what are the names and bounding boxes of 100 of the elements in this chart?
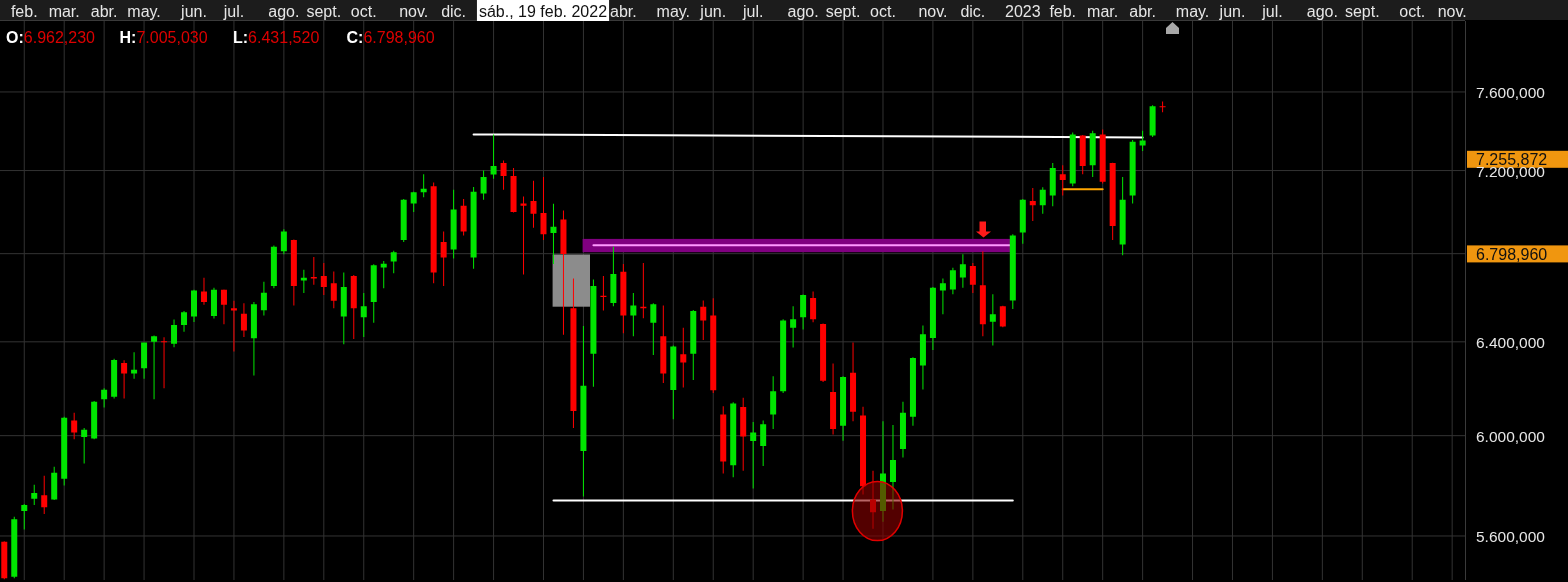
x-tick-label: jun. <box>180 2 207 20</box>
candlestick <box>1049 163 1056 207</box>
x-tick-label: abr. <box>610 2 637 20</box>
candlestick <box>680 327 687 388</box>
candlestick <box>1119 177 1126 256</box>
candlestick <box>720 406 727 474</box>
candlestick <box>1039 187 1046 214</box>
x-tick-label: sept. <box>306 2 342 20</box>
candlestick <box>400 199 407 242</box>
candlestick <box>570 278 577 428</box>
candlestick <box>660 305 667 384</box>
annotation: H:7.005,030 <box>119 28 208 46</box>
candlestick <box>550 203 557 264</box>
candlestick <box>390 250 397 274</box>
x-tick-label: ago. <box>1306 2 1338 20</box>
x-tick-label: jul. <box>741 2 764 20</box>
x-tick-label: 2023 <box>1004 2 1041 20</box>
candlestick <box>51 466 58 501</box>
text: 6.798,960 <box>1476 245 1548 263</box>
candlestick <box>310 256 317 285</box>
candlestick <box>640 263 647 319</box>
candlestick <box>420 174 427 198</box>
candlestick <box>909 357 916 426</box>
candlestick <box>770 376 777 429</box>
candlestick <box>280 229 287 255</box>
candlestick <box>470 187 477 269</box>
x-tick-label: abr. <box>90 2 118 20</box>
candlestick <box>520 196 527 275</box>
x-tick-label: oct. <box>1399 2 1426 20</box>
candlestick <box>999 305 1006 328</box>
candlestick <box>1149 105 1156 138</box>
candlestick <box>860 406 867 495</box>
candlestick <box>260 281 267 316</box>
candlestick <box>949 267 956 295</box>
candlestick <box>790 306 797 348</box>
candlestick <box>131 352 138 379</box>
x-tick-label: may. <box>1175 2 1210 20</box>
candlestick <box>350 274 357 340</box>
candlestick <box>650 303 657 356</box>
candlestick <box>250 301 257 376</box>
candlestick <box>730 402 737 478</box>
candlestick <box>979 251 986 337</box>
candlestick <box>1129 139 1136 204</box>
candlestick <box>1 541 8 580</box>
candlestick <box>230 300 237 352</box>
candlestick <box>580 326 587 497</box>
candlestick <box>630 293 637 337</box>
candlestick <box>710 298 717 393</box>
candlestick <box>290 239 297 306</box>
candlestick <box>41 475 48 515</box>
x-tick-label: may. <box>127 2 161 20</box>
candlestick <box>810 291 817 323</box>
x-tick-label: nov. <box>918 2 948 20</box>
x-tick-label: sept. <box>1344 2 1380 20</box>
candlestick <box>191 289 197 322</box>
annotation: O:6.962,230 <box>6 28 96 46</box>
candlestick <box>360 293 367 338</box>
candlestick <box>870 470 877 529</box>
candlestick <box>500 160 507 190</box>
candlestick <box>1089 130 1096 178</box>
candlestick <box>939 278 946 315</box>
candlestick <box>969 263 976 294</box>
candlestick <box>300 269 307 294</box>
candlestick <box>450 189 457 259</box>
candlestick <box>61 416 68 486</box>
candlestick <box>410 191 417 212</box>
candlestick <box>340 272 347 345</box>
candlestick <box>480 170 487 200</box>
x-tick-label: jul. <box>1261 2 1283 20</box>
y-tick-label: 7.600,000 <box>1476 83 1546 101</box>
candlestick <box>240 303 247 338</box>
candlestick <box>1079 135 1086 175</box>
candlestick <box>380 260 387 289</box>
candlestick <box>1059 165 1066 196</box>
candlestick <box>690 309 697 381</box>
candlestick <box>320 263 327 296</box>
x-tick-label: sept. <box>825 2 861 20</box>
candlestick <box>11 516 18 579</box>
candlestick <box>121 360 128 399</box>
candlestick <box>840 376 847 441</box>
x-tick-label: dic. <box>441 2 467 20</box>
candlestick <box>899 401 906 458</box>
x-tick-label: oct. <box>870 2 896 20</box>
candlestick <box>889 425 896 510</box>
candlestick <box>430 182 437 284</box>
y-tick-label: 6.400,000 <box>1476 333 1546 351</box>
candlestick <box>151 335 158 400</box>
candlestick <box>21 503 28 530</box>
candlestick <box>700 300 707 340</box>
candlestick <box>270 245 277 289</box>
candlestick <box>1069 132 1076 187</box>
candlestick <box>220 289 227 325</box>
candlestick <box>740 397 747 471</box>
candlestick <box>161 337 168 389</box>
x-tick-label: jun. <box>699 2 727 20</box>
candlestick <box>171 319 178 348</box>
candlestick <box>1019 199 1026 244</box>
candlestick <box>101 388 108 408</box>
candlestick <box>490 134 497 179</box>
candlestick <box>141 342 148 379</box>
